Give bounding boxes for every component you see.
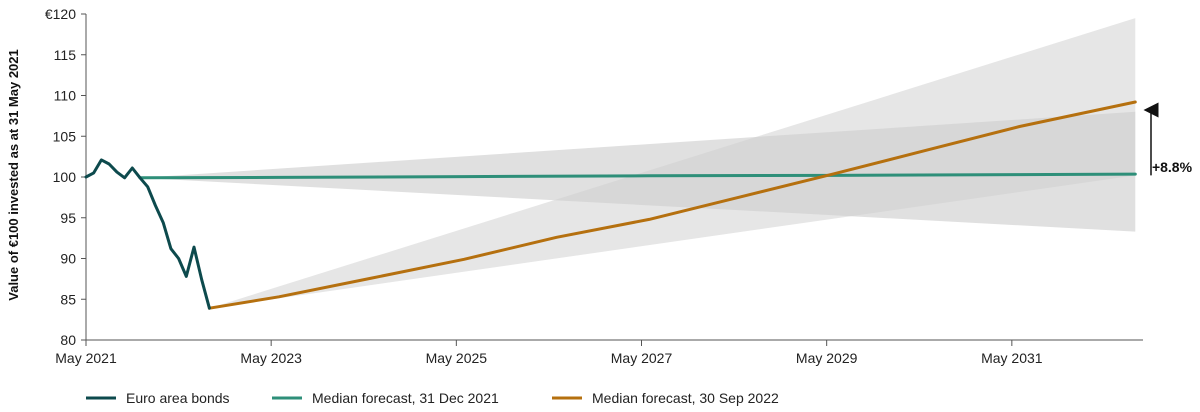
series-lines — [84, 100, 1137, 310]
y-tick-label: 85 — [60, 291, 76, 307]
forecast-band-dec-2021 — [140, 111, 1136, 232]
x-tick-label: May 2025 — [426, 350, 488, 366]
y-tick-label: 105 — [53, 128, 77, 144]
y-tick-label: 90 — [60, 251, 76, 267]
y-tick-label: 115 — [54, 47, 77, 63]
euro-area-bonds-line — [84, 158, 211, 310]
legend-euro-area-bonds-text: Euro area bonds — [126, 390, 230, 406]
median-forecast-dec-2021-line — [138, 172, 1137, 180]
legend-median-forecast-dec-2021-text: Median forecast, 31 Dec 2021 — [312, 390, 499, 406]
change-annotation-label: +8.8% — [1152, 159, 1193, 175]
y-tick-label: 95 — [60, 210, 76, 226]
annotations: +8.8% — [1143, 102, 1193, 176]
y-tick-label: €120 — [45, 6, 76, 22]
y-axis-label: Value of €100 invested as at 31 May 2021 — [6, 49, 21, 300]
forecast-bands — [140, 18, 1136, 309]
x-tick-label: May 2023 — [240, 350, 302, 366]
x-tick-label: May 2031 — [981, 350, 1043, 366]
x-tick-label: May 2029 — [796, 350, 858, 366]
median-forecast-sep-2022-line — [207, 100, 1137, 310]
y-tick-label: 80 — [60, 332, 76, 348]
x-tick-label: May 2021 — [55, 350, 117, 366]
y-tick-label: 100 — [53, 169, 77, 185]
y-tick-label: 110 — [54, 88, 77, 104]
axes: €120 115 110 105 100 95 90 85 80 May 2021 May 2023… — [45, 6, 1143, 366]
legend-median-forecast-sep-2022-text: Median forecast, 30 Sep 2022 — [592, 390, 779, 406]
x-tick-label: May 2027 — [611, 350, 673, 366]
legend: Euro area bonds Median forecast, 31 Dec 2… — [86, 390, 779, 406]
